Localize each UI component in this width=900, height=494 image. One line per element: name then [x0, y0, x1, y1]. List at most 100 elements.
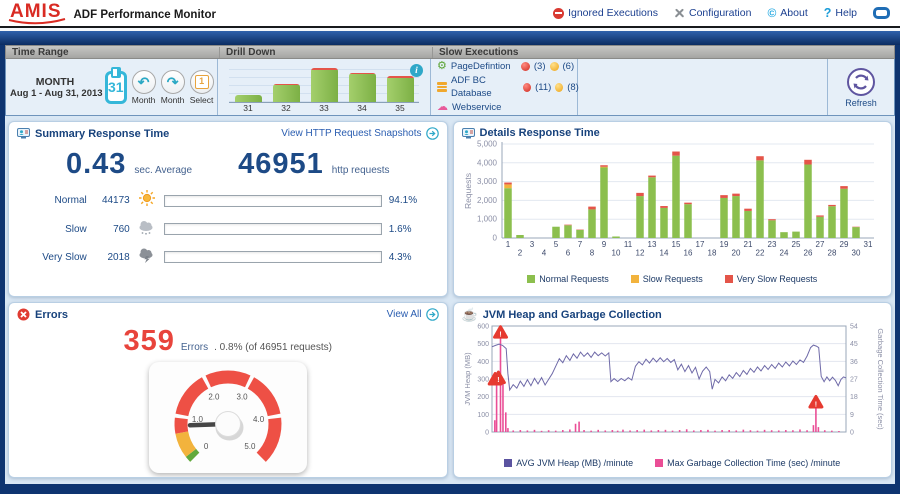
jvm-heap-gc-panel: ☕ JVM Heap and Garbage Collection 0 100 20…	[452, 302, 892, 478]
yellow-count: (6)	[562, 61, 575, 72]
window-icon	[873, 7, 890, 19]
error-count: 359	[123, 325, 175, 357]
svg-text:30: 30	[851, 249, 860, 258]
svg-text:29: 29	[839, 240, 848, 249]
svg-text:!: !	[497, 377, 499, 384]
slow-exec-row-adf-bc-database[interactable]: ADF BC Database (11) (8)	[437, 74, 579, 100]
svg-text:0: 0	[204, 442, 209, 451]
toolbar-empty-area	[578, 59, 828, 115]
svg-text:!: !	[814, 401, 816, 408]
view-all-errors-link[interactable]: View All	[387, 308, 439, 321]
error-icon	[17, 308, 30, 321]
red-dot-icon	[520, 62, 530, 71]
red-count: (3)	[533, 61, 546, 72]
time-range-mode: MONTH	[35, 75, 75, 88]
svg-text:36: 36	[850, 359, 858, 366]
svg-text:18: 18	[850, 394, 858, 401]
error-gauge-card: 0 1.0 2.0 3.0 4.0 5.0	[148, 362, 307, 473]
time-range-dates: Aug 1 - Aug 31, 2013	[10, 87, 103, 99]
select-date-button[interactable]: 1 Select	[189, 69, 214, 105]
svg-text:1.0: 1.0	[192, 415, 204, 424]
svg-text:9: 9	[601, 240, 606, 249]
summary-response-time-panel: Summary Response Time View HTTP Request …	[8, 121, 448, 297]
copyright-icon: ©	[767, 6, 777, 20]
details-response-time-panel: Details Response Time 0 1,000 2,000 3,000 4,…	[452, 121, 892, 297]
nav-ignored-executions[interactable]: Ignored Executions	[553, 7, 658, 19]
circle-arrow-icon	[425, 308, 439, 321]
svg-text:1: 1	[505, 240, 510, 249]
logo-swoosh	[8, 17, 66, 24]
panel-title: Errors	[35, 308, 69, 321]
svg-text:4: 4	[541, 249, 546, 258]
svg-text:54: 54	[850, 324, 858, 331]
svg-text:3.0: 3.0	[236, 392, 248, 401]
prev-month-button[interactable]: ↶ Month	[131, 69, 156, 105]
slow-exec-row-webservice[interactable]: ☁ Webservice	[437, 101, 502, 114]
panel-title: Details Response Time	[479, 127, 600, 139]
details-response-chart: 0 1,000 2,000 3,000 4,000 5,000 1 2 3 4 5 6 7 8 9 10 11 1…	[462, 139, 884, 276]
avg-response-time-unit: sec. Average	[134, 165, 193, 176]
svg-text:5.0: 5.0	[244, 442, 256, 451]
svg-text:3: 3	[529, 240, 534, 249]
panel-title: Summary Response Time	[35, 127, 170, 140]
refresh-button[interactable]: Refresh	[828, 59, 894, 115]
svg-text:3,000: 3,000	[476, 177, 497, 186]
calendar-icon: 31	[105, 66, 127, 104]
tools-icon	[674, 8, 685, 19]
nav-label: Ignored Executions	[568, 7, 658, 19]
no-entry-icon	[553, 7, 565, 19]
svg-text:18: 18	[707, 249, 716, 258]
svg-text:300: 300	[477, 377, 489, 384]
main-content: Summary Response Time View HTTP Request …	[5, 116, 895, 484]
jvm-legend: AVG JVM Heap (MB) /minute Max Garbage Co…	[462, 458, 884, 468]
top-header: AMIS ADF Performance Monitor Ignored Exe…	[0, 0, 900, 26]
svg-text:0: 0	[850, 430, 854, 437]
next-month-button[interactable]: ↷ Month	[160, 69, 185, 105]
amis-logo: AMIS	[8, 2, 66, 25]
storm-cloud-icon	[137, 246, 157, 268]
legend-swatch-slow	[630, 275, 639, 283]
total-requests-unit: http requests	[331, 165, 390, 176]
yellow-dot-icon	[555, 82, 564, 92]
time-range-section: MONTH Aug 1 - Aug 31, 2013 31 ↶ Month ↷ …	[6, 59, 218, 115]
info-icon[interactable]: i	[410, 64, 423, 77]
forward-arrow-icon: ↷	[166, 73, 179, 90]
refresh-icon	[847, 67, 875, 96]
summary-row-normal: Normal 44173 94.1%	[17, 189, 439, 212]
separator	[0, 28, 900, 31]
svg-text:JVM Heap (MB): JVM Heap (MB)	[463, 352, 472, 406]
svg-text:7: 7	[577, 240, 582, 249]
database-icon	[437, 82, 447, 92]
calendar-day: 31	[108, 79, 124, 95]
time-range-text: MONTH Aug 1 - Aug 31, 2013	[10, 75, 103, 99]
legend-swatch-very-slow	[724, 275, 733, 283]
svg-text:5: 5	[553, 240, 558, 249]
svg-text:600: 600	[477, 324, 489, 331]
details-legend: Normal Requests Slow Requests Very Slow …	[462, 274, 884, 284]
slow-exec-row-pagedefinition[interactable]: ⚙ PageDefintion (3) (6)	[437, 60, 575, 73]
svg-text:20: 20	[731, 249, 740, 258]
svg-text:12: 12	[635, 249, 644, 258]
toolbar: MONTH Aug 1 - Aug 31, 2013 31 ↶ Month ↷ …	[5, 59, 895, 116]
view-http-snapshots-link[interactable]: View HTTP Request Snapshots	[281, 127, 439, 140]
legend-swatch-normal	[527, 275, 536, 283]
svg-text:500: 500	[477, 341, 489, 348]
total-requests-value: 46951	[238, 148, 324, 180]
section-title-time-range: Time Range	[12, 46, 69, 58]
svg-text:Garbage Collection Time (sec): Garbage Collection Time (sec)	[876, 328, 885, 430]
nav-help[interactable]: ? Help	[824, 7, 857, 20]
monitor-icon	[461, 127, 475, 138]
brand: AMIS ADF Performance Monitor	[8, 2, 216, 25]
svg-text:200: 200	[477, 394, 489, 401]
mini-calendar-icon: 1	[194, 74, 209, 89]
summary-row-slow: Slow 760 1.6%	[17, 218, 439, 240]
nav-about[interactable]: © About	[767, 7, 807, 19]
svg-text:27: 27	[815, 240, 824, 249]
svg-text:4.0: 4.0	[253, 415, 265, 424]
back-arrow-icon: ↶	[137, 73, 150, 90]
legend-swatch-heap	[504, 459, 513, 467]
drill-down-chart[interactable]	[229, 63, 419, 103]
svg-text:8: 8	[589, 249, 594, 258]
nav-configuration[interactable]: Configuration	[674, 7, 751, 19]
section-title-drill-down: Drill Down	[219, 46, 432, 58]
